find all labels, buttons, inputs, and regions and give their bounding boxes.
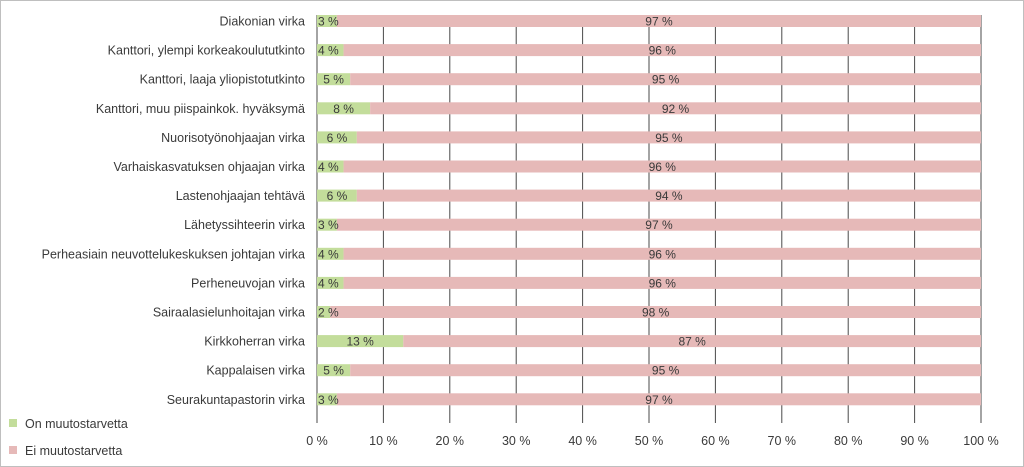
category-label: Nuorisotyönohjaajan virka (161, 131, 305, 145)
category-label: Kappalaisen virka (206, 364, 305, 378)
data-label: 3 % (318, 218, 339, 232)
bar-ei-muutostarvetta (336, 218, 981, 231)
category-label: Perheneuvojan virka (191, 276, 305, 290)
bar-on-muutostarvetta (317, 131, 357, 144)
data-label: 96 % (649, 160, 677, 174)
data-label: 94 % (655, 189, 683, 203)
bar-on-muutostarvetta (317, 364, 351, 377)
category-label: Perheasiain neuvottelukeskuksen johtajan… (42, 247, 305, 261)
bar-ei-muutostarvetta (350, 73, 981, 86)
category-label: Kirkkoherran virka (204, 335, 305, 349)
data-label: 4 % (318, 247, 339, 261)
data-label: 4 % (318, 160, 339, 174)
x-tick-label: 50 % (635, 434, 664, 448)
data-label: 6 % (327, 189, 348, 203)
bar-on-muutostarvetta (317, 160, 344, 173)
x-tick-label: 100 % (963, 434, 998, 448)
legend-label: Ei muutostarvetta (25, 444, 122, 458)
data-label: 4 % (318, 44, 339, 58)
category-label: Seurakuntapastorin virka (167, 393, 305, 407)
data-label: 13 % (346, 335, 374, 349)
x-tick-label: 90 % (900, 434, 929, 448)
category-label: Sairaalasielunhoitajan virka (153, 306, 305, 320)
bar-on-muutostarvetta (317, 306, 331, 318)
data-label: 96 % (649, 44, 677, 58)
data-label: 5 % (323, 73, 344, 87)
data-label: 87 % (678, 335, 706, 349)
data-label: 8 % (333, 102, 354, 116)
category-label: Kanttori, ylempi korkeakoulututkinto (108, 44, 305, 58)
legend-swatch-on-muutostarvetta (9, 419, 17, 427)
x-tick-label: 60 % (701, 434, 730, 448)
data-label: 96 % (649, 276, 677, 290)
bar-on-muutostarvetta (317, 276, 344, 289)
data-label: 97 % (645, 15, 673, 29)
bar-on-muutostarvetta (317, 102, 371, 115)
bar-ei-muutostarvetta (350, 364, 981, 377)
x-tick-label: 10 % (369, 434, 398, 448)
bar-ei-muutostarvetta (336, 15, 981, 27)
bar-ei-muutostarvetta (343, 44, 981, 57)
x-tick-label: 30 % (502, 434, 531, 448)
bar-ei-muutostarvetta (330, 306, 981, 318)
data-label: 97 % (645, 218, 673, 232)
category-label: Diakonian virka (220, 15, 306, 29)
data-label: 95 % (655, 131, 683, 145)
bar-ei-muutostarvetta (343, 276, 981, 289)
bar-ei-muutostarvetta (343, 160, 981, 173)
x-tick-label: 20 % (436, 434, 465, 448)
bar-on-muutostarvetta (317, 189, 357, 202)
bar-on-muutostarvetta (317, 15, 337, 27)
x-tick-label: 70 % (768, 434, 797, 448)
category-label: Varhaiskasvatuksen ohjaajan virka (113, 160, 305, 174)
bar-ei-muutostarvetta (370, 102, 981, 115)
data-label: 96 % (649, 247, 677, 261)
data-label: 95 % (652, 364, 680, 378)
bar-on-muutostarvetta (317, 335, 404, 348)
category-label: Kanttori, laaja yliopistotutkinto (140, 73, 305, 87)
data-label: 3 % (318, 15, 339, 29)
x-tick-label: 80 % (834, 434, 863, 448)
data-label: 95 % (652, 73, 680, 87)
bar-on-muutostarvetta (317, 247, 344, 260)
bar-on-muutostarvetta (317, 44, 344, 57)
category-label: Lähetyssihteerin virka (184, 218, 305, 232)
category-label: Kanttori, muu piispainkok. hyväksymä (96, 102, 305, 116)
bar-on-muutostarvetta (317, 393, 337, 406)
bar-on-muutostarvetta (317, 218, 337, 231)
legend-swatch-ei-muutostarvetta (9, 446, 17, 454)
bar-ei-muutostarvetta (403, 335, 981, 348)
bar-on-muutostarvetta (317, 73, 351, 86)
data-label: 6 % (327, 131, 348, 145)
data-label: 3 % (318, 393, 339, 407)
x-tick-label: 0 % (306, 434, 328, 448)
bar-ei-muutostarvetta (356, 189, 982, 202)
data-label: 97 % (645, 393, 673, 407)
category-label: Lastenohjaajan tehtävä (176, 189, 305, 203)
data-label: 2 % (318, 306, 339, 320)
bar-ei-muutostarvetta (336, 393, 981, 406)
data-label: 92 % (662, 102, 690, 116)
bar-ei-muutostarvetta (356, 131, 982, 144)
data-label: 98 % (642, 306, 670, 320)
x-tick-label: 40 % (568, 434, 597, 448)
legend-label: On muutostarvetta (25, 417, 128, 431)
data-label: 4 % (318, 276, 339, 290)
bar-ei-muutostarvetta (343, 247, 981, 260)
data-label: 5 % (323, 364, 344, 378)
